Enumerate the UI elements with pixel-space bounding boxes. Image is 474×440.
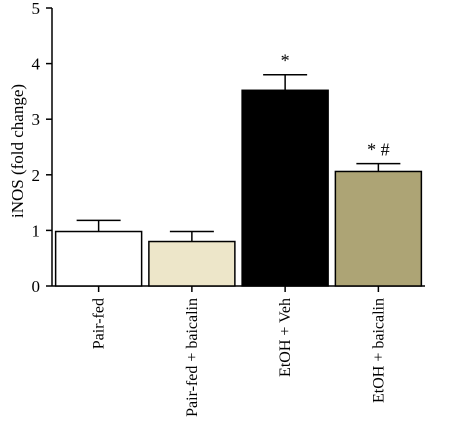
bars <box>54 89 423 287</box>
y-tick-label: 1 <box>32 221 41 240</box>
bar <box>241 89 329 287</box>
x-category-label: Pair-fed <box>91 298 108 349</box>
category-labels: Pair-fed Pair-fed + baicalin EtOH + Veh EtO… <box>91 298 388 417</box>
y-tick-label: 3 <box>32 110 41 129</box>
y-axis-title: iNOS (fold change) <box>8 84 27 218</box>
y-tick-label: 0 <box>32 277 41 296</box>
significance-marker: * <box>281 51 290 71</box>
bar <box>334 170 423 287</box>
bar <box>54 230 143 287</box>
x-category-label: EtOH + Veh <box>277 298 294 377</box>
x-category-label: Pair-fed + baicalin <box>184 298 201 417</box>
x-category-label: EtOH + baicalin <box>370 298 387 403</box>
error-bars <box>76 73 401 242</box>
y-tick-label: 2 <box>32 166 41 185</box>
bar <box>148 240 236 287</box>
y-tick-label: 4 <box>32 55 41 74</box>
y-tick-label: 5 <box>32 0 41 18</box>
significance-annotations: * * # <box>281 51 390 160</box>
significance-marker: * # <box>367 140 390 160</box>
